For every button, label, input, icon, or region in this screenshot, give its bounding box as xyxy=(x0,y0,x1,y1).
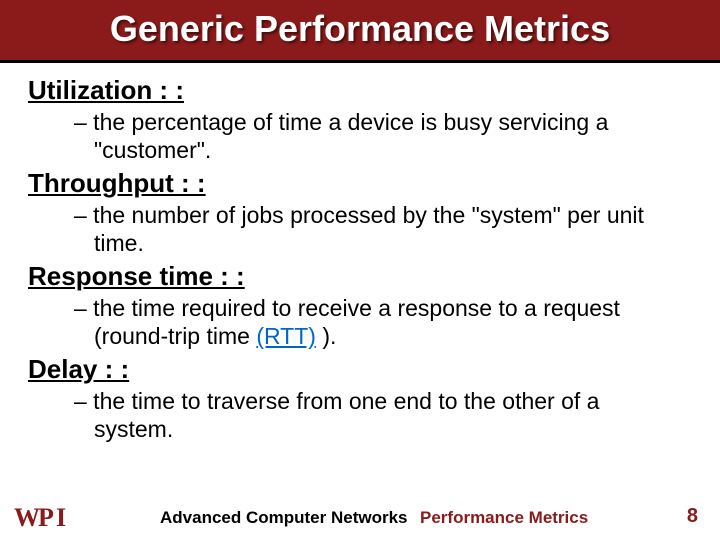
footer-page-number: 8 xyxy=(687,505,698,528)
metric-desc-delay: – the time to traverse from one end to t… xyxy=(74,387,682,443)
metric-desc-utilization: – the percentage of time a device is bus… xyxy=(74,108,682,164)
slide-content: Utilization : : – the percentage of time… xyxy=(0,63,720,443)
footer-topic: Performance Metrics xyxy=(420,508,588,528)
wpi-logo: W P I xyxy=(14,502,82,532)
svg-text:P: P xyxy=(38,503,54,532)
metric-desc-text: – the time to traverse from one end to t… xyxy=(74,388,599,442)
metric-desc-throughput: – the number of jobs processed by the "s… xyxy=(74,201,682,257)
title-bar: Generic Performance Metrics xyxy=(0,0,720,63)
svg-text:W: W xyxy=(14,503,40,532)
slide-title: Generic Performance Metrics xyxy=(0,8,720,50)
metric-heading-throughput: Throughput : : xyxy=(28,168,692,199)
metric-desc-response-time: – the time required to receive a respons… xyxy=(74,294,682,350)
svg-text:I: I xyxy=(56,503,66,532)
rtt-link[interactable]: (RTT) xyxy=(256,323,316,349)
metric-desc-text: – the number of jobs processed by the "s… xyxy=(74,202,644,256)
metric-desc-text-pre: – the time required to receive a respons… xyxy=(74,295,620,349)
metric-desc-text: – the percentage of time a device is bus… xyxy=(74,109,608,163)
metric-heading-response-time: Response time : : xyxy=(28,261,692,292)
footer-course: Advanced Computer Networks xyxy=(160,508,408,528)
metric-heading-delay: Delay : : xyxy=(28,354,692,385)
metric-desc-text-post: ). xyxy=(316,323,336,349)
metric-heading-utilization: Utilization : : xyxy=(28,75,692,106)
